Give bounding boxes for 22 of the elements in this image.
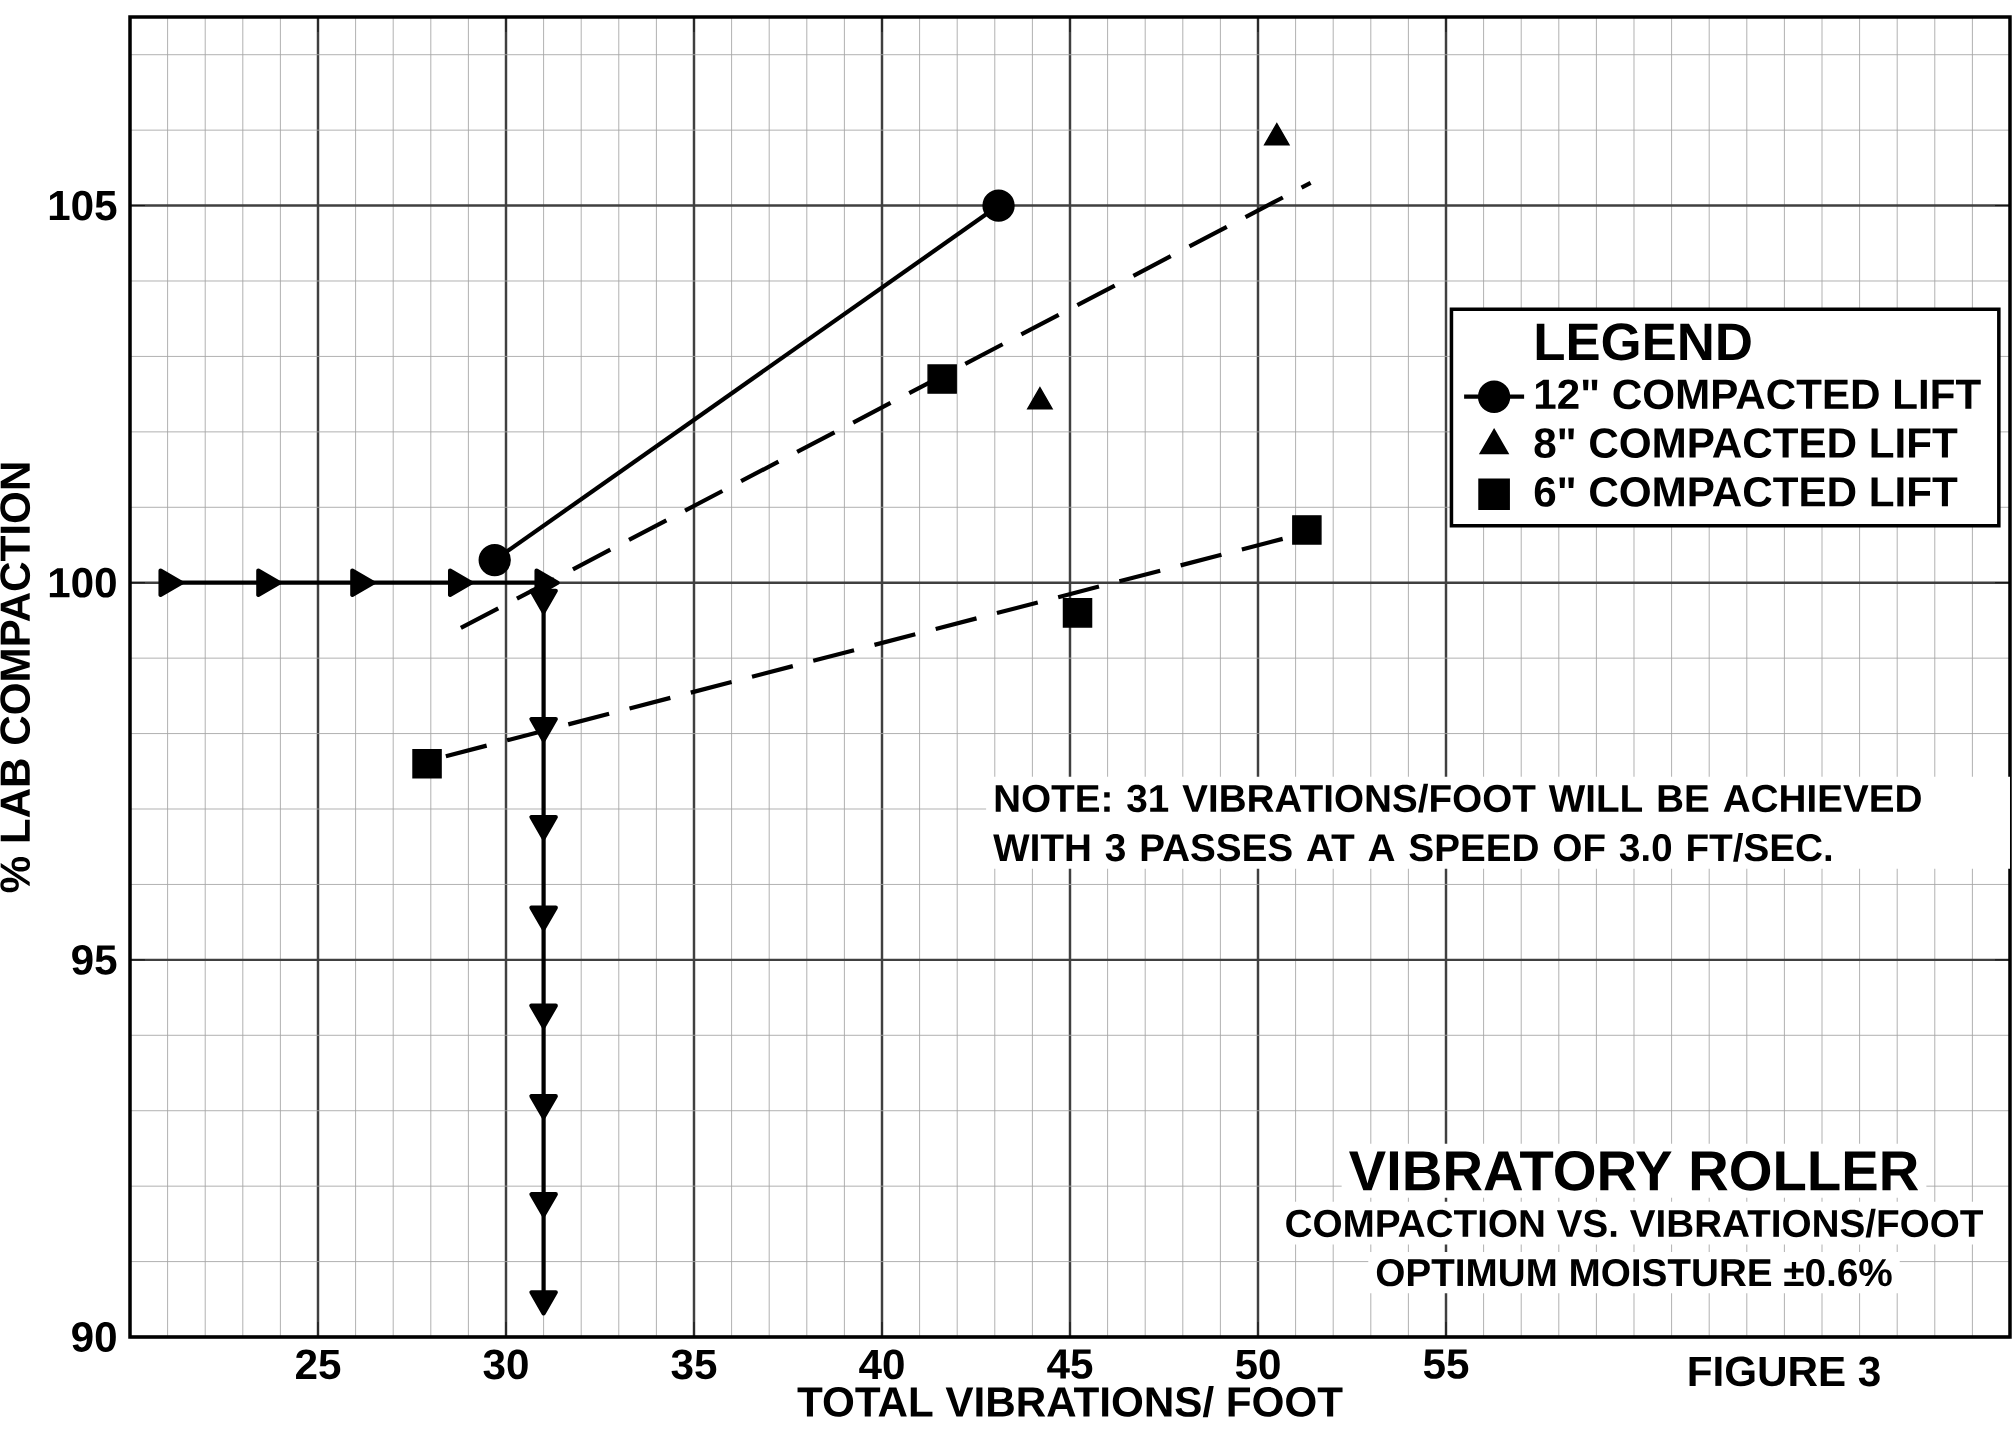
y-tick-label: 90 <box>72 1322 116 1352</box>
caption: FIGURE 3 <box>1689 1356 1880 1387</box>
legend-label: 8" COMPACTED LIFT <box>1534 428 1958 458</box>
legend-title: LEGEND <box>1536 323 1751 361</box>
x-tick-label: 40 <box>859 1349 904 1380</box>
x-tick-label: 50 <box>1235 1349 1280 1380</box>
x-tick-label: 25 <box>296 1349 341 1380</box>
y-tick-label: 100 <box>49 567 116 598</box>
x-tick-label: 35 <box>671 1349 717 1380</box>
text: VIBRATORY ROLLER <box>1349 1150 1919 1191</box>
legend-label: 12" COMPACTED LIFT <box>1535 379 1981 410</box>
x-tick-label: 30 <box>483 1349 528 1380</box>
x-tick-label: 45 <box>1047 1349 1093 1379</box>
x-tick-label: 55 <box>1423 1349 1469 1379</box>
legend-label: 6" COMPACTED LIFT <box>1534 476 1958 507</box>
annotation: NOTE: 31 VIBRATIONS/FOOT WILL BE ACHIEVED WITH 3 PASSES AT A SPEED OF 3.0 FT/SEC. <box>993 783 1921 862</box>
y-tick-label: 95 <box>72 944 117 975</box>
y-tick-label: 105 <box>49 190 117 221</box>
x-axis-title: TOTAL VIBRATIONS/ FOOT <box>797 1385 1343 1418</box>
text: COMPACTION VS. VIBRATIONS/FOOT <box>1286 1208 1984 1238</box>
annotation: OPTIMUM MOISTURE ±0.6% <box>1376 1258 1892 1287</box>
y-axis-title: % LAB COMPACTION <box>0 463 31 893</box>
